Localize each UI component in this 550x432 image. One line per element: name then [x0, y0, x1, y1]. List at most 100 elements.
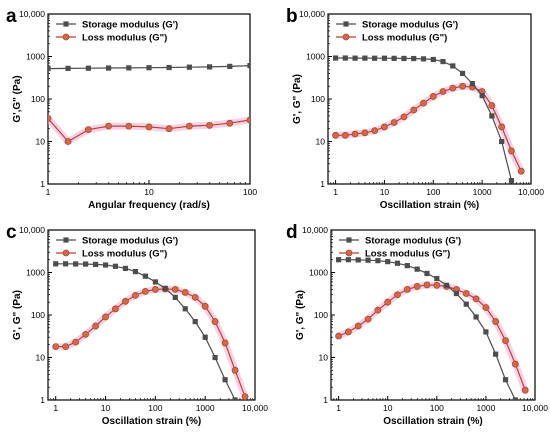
- loss-glow: [332, 82, 525, 175]
- loss-point: [84, 126, 92, 134]
- y-axis-label: G',G" (Pa): [12, 75, 23, 122]
- loss-point: [459, 82, 466, 90]
- loss-point: [502, 337, 509, 344]
- x-tick-label: 10: [383, 403, 393, 413]
- storage-point: [132, 268, 139, 275]
- x-axis-label: Oscillation strain (%): [380, 200, 479, 211]
- storage-point: [385, 259, 391, 265]
- storage-point: [102, 262, 109, 268]
- storage-point: [112, 263, 119, 269]
- legend: Storage modulus (G') Loss modulus (G"): [336, 20, 458, 44]
- storage-point: [227, 63, 233, 69]
- loss-point: [181, 289, 189, 296]
- x-tick-label: 1: [46, 187, 51, 197]
- storage-point: [336, 257, 342, 263]
- loss-point: [354, 322, 362, 330]
- loss-point: [185, 122, 193, 130]
- storage-point: [355, 257, 361, 263]
- storage-point: [352, 55, 358, 61]
- x-tick-label: 1000: [476, 403, 495, 413]
- loss-point: [413, 283, 421, 290]
- legend: Storage modulus (G') Loss modulus (G"): [339, 236, 461, 260]
- loss-series: [332, 82, 525, 175]
- storage-point: [469, 81, 475, 87]
- x-tick-label: 10,000: [522, 403, 548, 413]
- storage-point: [502, 377, 509, 383]
- storage-point: [420, 56, 427, 62]
- loss-point: [241, 393, 249, 400]
- loss-point: [351, 130, 359, 138]
- loss-point: [400, 113, 408, 121]
- loss-point: [52, 343, 60, 351]
- loss-glow: [335, 281, 529, 394]
- plot-area: [332, 55, 525, 184]
- storage-point: [394, 260, 401, 266]
- x-tick-label: 1000: [473, 187, 492, 197]
- loss-point: [498, 123, 506, 131]
- x-tick-label: 100: [148, 403, 162, 413]
- loss-point: [381, 123, 388, 131]
- y-tick-label: 1: [40, 395, 45, 405]
- loss-point: [364, 315, 372, 323]
- x-tick-label: 10,000: [518, 187, 544, 197]
- y-tick-label: 10,000: [302, 225, 328, 235]
- loss-point: [423, 281, 431, 289]
- storage-point: [192, 318, 198, 325]
- loss-point: [171, 286, 179, 293]
- storage-point: [508, 178, 515, 184]
- storage-line: [338, 259, 516, 400]
- storage-point: [424, 270, 430, 277]
- loss-point: [82, 330, 90, 338]
- legend-storage-marker: [63, 237, 69, 243]
- loss-point: [341, 131, 349, 139]
- loss-point: [374, 306, 382, 314]
- loss-point: [420, 99, 427, 107]
- loss-point: [429, 93, 437, 100]
- storage-point: [332, 55, 339, 61]
- y-axis-label: G', G" (Pa): [295, 290, 306, 340]
- y-tick-label: 100: [31, 310, 45, 320]
- loss-point: [246, 116, 250, 124]
- loss-series: [335, 281, 529, 394]
- y-tick-label: 10: [316, 137, 326, 147]
- plot-area: [48, 63, 250, 145]
- loss-point: [191, 293, 199, 301]
- storage-point: [372, 55, 378, 61]
- loss-point: [226, 119, 234, 127]
- x-tick-label: 1: [336, 403, 341, 413]
- storage-point: [345, 257, 351, 263]
- storage-point: [450, 63, 456, 69]
- storage-point: [65, 65, 71, 71]
- legend-loss-label: Loss modulus (G"): [82, 33, 167, 44]
- loss-point: [511, 360, 519, 368]
- storage-point: [404, 263, 410, 269]
- storage-point: [122, 265, 129, 271]
- loss-point: [92, 322, 99, 330]
- storage-point: [126, 65, 132, 71]
- y-tick-label: 1000: [26, 52, 45, 62]
- loss-point: [410, 106, 418, 114]
- storage-point: [463, 301, 469, 307]
- storage-point: [146, 65, 152, 71]
- loss-point: [390, 119, 398, 126]
- x-tick-label: 10: [101, 403, 111, 413]
- storage-point: [162, 285, 168, 292]
- storage-point: [362, 55, 368, 61]
- loss-point: [472, 295, 480, 303]
- legend-loss-marker: [342, 33, 350, 41]
- legend-loss-marker: [345, 249, 353, 257]
- storage-point: [381, 55, 388, 61]
- storage-point: [430, 56, 436, 63]
- loss-glow: [52, 285, 249, 400]
- loss-point: [344, 328, 352, 336]
- y-axis-label: G', G" (Pa): [12, 290, 23, 340]
- loss-point: [221, 339, 229, 347]
- loss-point: [165, 125, 173, 133]
- y-tick-label: 10,000: [19, 9, 45, 19]
- loss-series: [52, 285, 249, 400]
- storage-point: [489, 113, 495, 119]
- loss-series: [48, 114, 250, 145]
- storage-point: [48, 65, 51, 72]
- loss-point: [488, 102, 496, 109]
- loss-point: [384, 298, 392, 306]
